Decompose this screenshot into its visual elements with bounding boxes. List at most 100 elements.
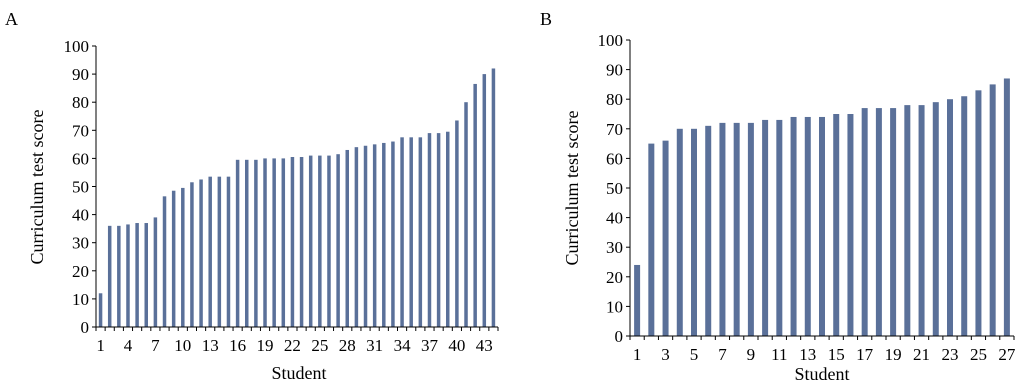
y-tick-label-b-30: 30: [606, 238, 623, 257]
bar-b-15: [833, 114, 840, 336]
panel-label-b: B: [540, 9, 552, 29]
panel-b: B Curriculum test score Student 0 10 20 30 4…: [540, 9, 1016, 384]
x-tick-label-a-37: 37: [421, 336, 439, 355]
y-tick-label-b-10: 10: [606, 297, 623, 316]
bars-a: [98, 68, 496, 327]
bar-a-14: [217, 176, 222, 327]
bar-a-9: [171, 190, 176, 327]
bar-a-25: [318, 155, 322, 327]
x-tick-label-a-31: 31: [366, 336, 383, 355]
bar-b-21: [918, 105, 925, 337]
bar-a-29: [354, 147, 359, 327]
bar-b-4: [676, 128, 683, 336]
bar-b-26: [989, 84, 996, 337]
bar-b-27: [1003, 78, 1010, 336]
y-ticks-b: 0 10 20 30 40 50 60 70 80 90 100: [598, 31, 630, 346]
bar-b-23: [947, 99, 953, 336]
bar-a-40: [455, 120, 459, 327]
bar-a-17: [245, 159, 249, 327]
x-ticks-a: 1 4 7 10 13 16 19 22 25 28 31 34 37 40 43: [95, 327, 499, 355]
x-tick-label-b-3: 3: [661, 345, 670, 364]
x-tick-label-a-4: 4: [124, 336, 133, 355]
bar-a-5: [135, 223, 139, 327]
x-tick-label-a-1: 1: [96, 336, 105, 355]
y-tick-label-b-70: 70: [606, 120, 623, 139]
bar-b-5: [691, 128, 697, 336]
x-tick-label-b-19: 19: [885, 345, 902, 364]
bar-a-18: [254, 159, 258, 327]
bar-b-20: [904, 105, 911, 337]
x-tick-label-b-25: 25: [970, 345, 987, 364]
bar-b-10: [762, 119, 769, 336]
bar-a-31: [372, 144, 377, 327]
x-tick-label-b-1: 1: [633, 345, 642, 364]
bar-b-7: [719, 122, 726, 336]
bar-b-9: [747, 122, 754, 336]
bar-b-22: [932, 102, 939, 336]
x-tick-label-a-25: 25: [311, 336, 328, 355]
x-tick-label-a-13: 13: [202, 336, 219, 355]
bar-a-35: [409, 137, 413, 327]
bar-a-23: [299, 157, 304, 327]
x-tick-label-a-43: 43: [476, 336, 493, 355]
x-tick-label-a-16: 16: [229, 336, 246, 355]
bar-b-13: [804, 116, 811, 337]
bar-a-24: [308, 155, 313, 327]
bar-a-6: [144, 223, 148, 327]
x-ticks-b: 1 3 5 7 9 11 13 15 17 19 21 23 25 27: [629, 336, 1016, 364]
y-tick-label-a-70: 70: [72, 121, 89, 140]
y-tick-label-b-0: 0: [615, 327, 624, 346]
bar-a-7: [153, 217, 158, 327]
y-tick-label-a-80: 80: [72, 93, 89, 112]
y-tick-label-a-60: 60: [72, 149, 89, 168]
x-tick-label-b-17: 17: [856, 345, 874, 364]
bar-a-20: [272, 158, 276, 327]
bar-b-19: [890, 108, 897, 336]
x-tick-label-a-40: 40: [448, 336, 465, 355]
y-tick-label-a-100: 100: [64, 37, 90, 56]
bar-a-1: [98, 293, 103, 327]
bar-a-21: [281, 158, 286, 327]
y-tick-label-a-90: 90: [72, 65, 89, 84]
bar-b-17: [861, 108, 868, 336]
x-tick-label-b-23: 23: [942, 345, 959, 364]
bar-a-33: [391, 141, 395, 327]
x-tick-label-b-21: 21: [913, 345, 930, 364]
bar-b-3: [662, 140, 669, 336]
x-tick-label-b-7: 7: [718, 345, 727, 364]
x-tick-label-b-9: 9: [747, 345, 756, 364]
y-tick-label-b-50: 50: [606, 179, 623, 198]
x-tick-label-a-7: 7: [151, 336, 160, 355]
x-tick-label-b-15: 15: [828, 345, 845, 364]
y-ticks-a: 0 10 20 30 40 50 60 70 80 90 100: [64, 37, 96, 337]
bar-a-15: [226, 176, 231, 327]
bar-a-26: [327, 155, 331, 327]
bar-b-25: [975, 90, 982, 336]
bar-a-27: [336, 154, 340, 327]
bar-a-39: [446, 131, 450, 327]
y-tick-label-b-40: 40: [606, 209, 623, 228]
bar-a-4: [126, 224, 130, 327]
bar-b-8: [733, 122, 740, 336]
y-tick-label-a-30: 30: [72, 234, 89, 253]
y-tick-label-b-100: 100: [598, 31, 624, 50]
y-axis-title-a: Curriculum test score: [27, 110, 47, 265]
bar-a-41: [464, 102, 468, 327]
x-tick-label-b-5: 5: [690, 345, 699, 364]
bar-a-43: [482, 74, 487, 327]
bar-a-12: [199, 179, 203, 327]
bar-b-14: [819, 116, 825, 337]
bar-a-3: [117, 225, 121, 327]
bar-a-44: [491, 68, 496, 327]
y-tick-label-a-40: 40: [72, 206, 89, 225]
x-tick-label-a-19: 19: [257, 336, 274, 355]
bar-a-34: [400, 137, 404, 327]
panel-label-a: A: [5, 9, 18, 29]
x-tick-label-b-11: 11: [771, 345, 787, 364]
bar-a-38: [436, 133, 441, 327]
y-tick-label-b-80: 80: [606, 90, 623, 109]
x-axis-title-a: Student: [271, 363, 326, 383]
bar-a-32: [382, 142, 386, 327]
x-tick-label-b-13: 13: [799, 345, 816, 364]
